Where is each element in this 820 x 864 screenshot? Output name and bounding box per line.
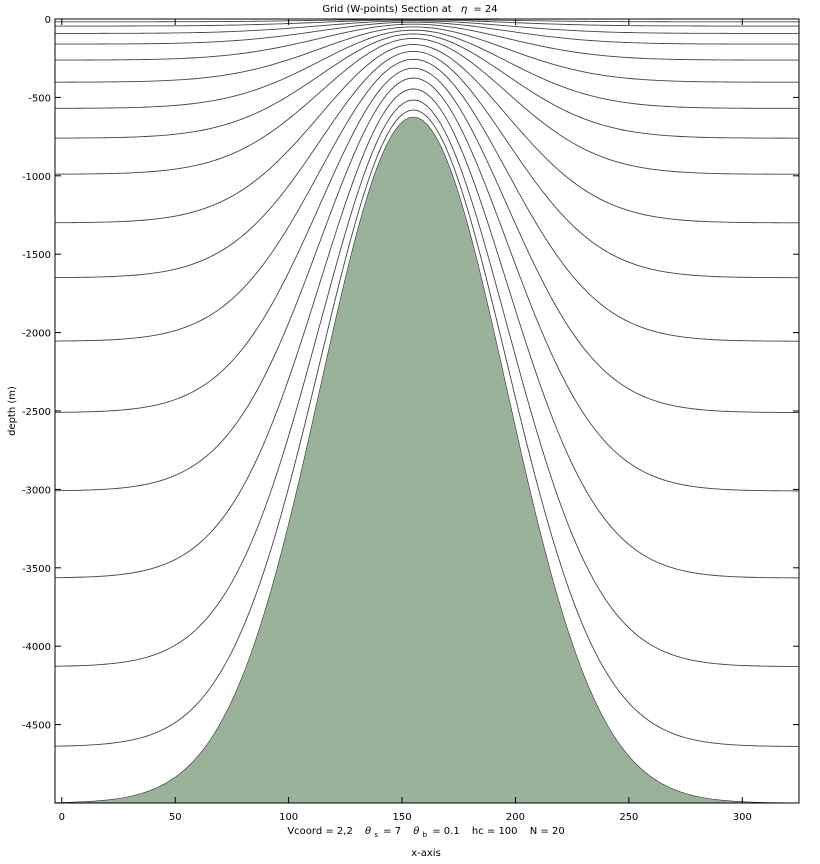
y-axis-ticks: 0 -500 -1000 -1500 -2000 -2500 -3000 -3500 -4000… [22,15,799,732]
w-level-line [55,20,799,34]
w-level-line [55,19,799,27]
x-tick-label: 250 [619,812,638,823]
w-level-line [54,44,800,224]
w-level-line [54,37,800,175]
w-level-line [55,21,799,45]
x-axis-label: x-axis [411,848,441,859]
sigma-layer-lines [54,18,800,747]
w-level-line [54,58,800,342]
w-level-line [55,23,799,61]
x-tick-label: 200 [506,812,525,823]
y-axis-label: depth (m) [7,386,18,436]
x-tick-label: 0 [59,812,65,823]
w-level-line [54,109,800,747]
vcoord-annotation: Vcoord = 2,2 θ s = 7 θ b = 0.1 hc = 100 … [287,826,564,840]
y-tick-label: -2500 [22,407,51,418]
y-tick-label: -4000 [22,642,51,653]
x-tick-label: 100 [279,812,298,823]
bathymetry-outline [54,116,800,804]
w-level-line [54,88,800,579]
chart-title-prefix: Grid (W-points) Section at [322,4,451,15]
y-tick-label: -2000 [22,329,51,340]
theta-b-symbol: θ [413,826,419,837]
bathymetry-fill [55,117,799,803]
chart-title-symbol: η [461,4,467,15]
x-tick-label: 300 [733,812,752,823]
theta-b-subscript: b [423,831,428,839]
y-tick-label: -500 [28,93,51,104]
theta-b-value: = 0.1 [432,826,459,837]
w-level-line [54,77,800,492]
y-tick-label: -1000 [22,172,51,183]
x-tick-label: 50 [169,812,182,823]
w-level-line [54,33,800,139]
theta-s-symbol: θ [365,826,371,837]
chart-title-suffix: = 24 [473,4,497,15]
hc-value: hc = 100 [472,826,518,837]
w-level-line [54,67,800,413]
y-tick-label: -1500 [22,250,51,261]
plot-area [54,18,800,804]
y-tick-label: -4500 [22,721,51,732]
theta-s-value: = 7 [383,826,401,837]
n-value: N = 20 [530,826,565,837]
y-tick-label: -3500 [22,564,51,575]
w-level-line [54,29,799,109]
x-axis-ticks: 0 50 100 150 200 250 300 [59,19,752,823]
y-tick-label: 0 [45,15,51,26]
x-tick-label: 150 [393,812,412,823]
y-tick-label: -3000 [22,485,51,496]
w-level-line [54,50,800,279]
axes-frame [54,18,800,804]
w-level-line [54,99,800,667]
theta-s-subscript: s [374,831,378,839]
chart-title: Grid (W-points) Section at η = 24 [322,4,497,15]
w-level-line [54,26,799,83]
vcoord-label: Vcoord = 2,2 [287,826,353,837]
